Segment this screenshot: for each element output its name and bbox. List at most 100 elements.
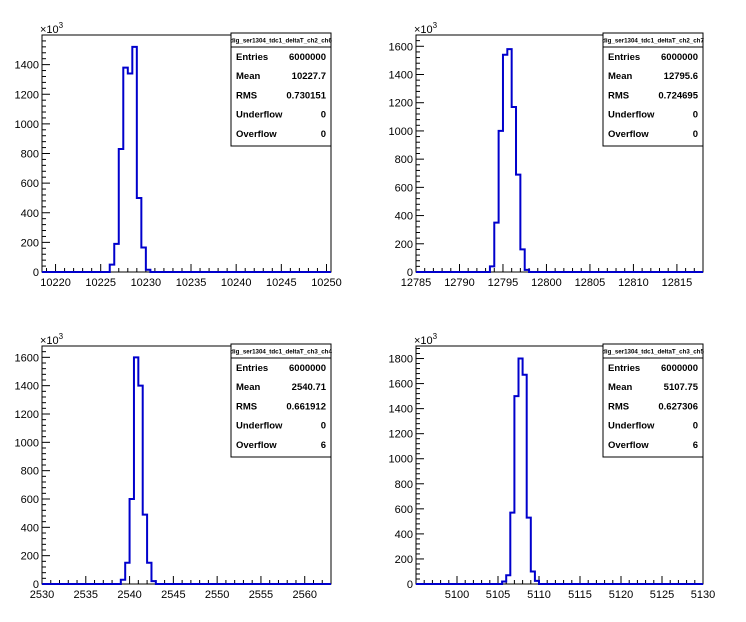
stats-value: 2540.71	[292, 382, 327, 393]
stats-box	[602, 343, 704, 458]
stats-value: 0.730151	[286, 90, 326, 101]
x-tick-label: 2555	[249, 589, 273, 601]
x-tick-label: 10245	[266, 277, 297, 289]
y-exponent-label: ×103	[414, 332, 438, 347]
x-tick-label: 12805	[575, 277, 606, 289]
histogram-panel-1: 10220 10225 10230 10235 10240 10245 10250 0 200 4…	[15, 21, 342, 289]
x-tick-label: 12810	[618, 277, 649, 289]
y-tick-label: 1400	[389, 404, 413, 416]
x-tick-label: 5110	[527, 589, 551, 601]
x-tick-label: 2560	[292, 589, 316, 601]
stats-label: Mean	[608, 71, 632, 82]
stats-value: 0	[693, 129, 698, 140]
stats-value: 5107.75	[664, 382, 699, 393]
stats-label: Mean	[236, 71, 260, 82]
stats-value: 0.627306	[658, 401, 698, 412]
stats-value: 0	[321, 129, 326, 140]
histogram-panel-2: 12785 12790 12795 12800 12805 12810 12815 0 200 4…	[389, 21, 705, 289]
y-tick-label: 0	[33, 267, 39, 279]
y-tick-label: 1000	[15, 119, 39, 131]
histogram-line	[42, 356, 331, 585]
histogram-line	[416, 48, 703, 273]
stats-label: Mean	[608, 382, 632, 393]
x-tick-label: 5115	[568, 589, 592, 601]
x-tick-label: 5100	[445, 589, 469, 601]
stats-label: Entries	[236, 363, 268, 374]
y-exponent-label: ×103	[40, 332, 64, 347]
y-tick-label: 200	[21, 551, 39, 563]
stats-value: 10227.7	[292, 71, 326, 82]
x-tick-label: 2535	[74, 589, 98, 601]
histogram-title: dig_ser1304_tdc1_deltaT_ch3_ch4	[230, 349, 332, 356]
stats-value: 0	[693, 421, 698, 432]
stats-value: 12795.6	[664, 71, 698, 82]
y-tick-label: 200	[21, 237, 39, 249]
y-tick-label: 800	[395, 479, 413, 491]
stats-label: RMS	[236, 401, 257, 412]
y-tick-label: 1600	[15, 352, 39, 364]
y-tick-label: 600	[21, 178, 39, 190]
histogram-line	[42, 45, 331, 273]
x-tick-label: 12800	[531, 277, 562, 289]
y-exponent-power: 3	[59, 332, 64, 341]
x-tick-label: 10220	[40, 277, 71, 289]
histogram-panel-3: 2530 2535 2540 2545 2550 2555 2560 0 200 400 600 80…	[15, 332, 333, 601]
y-exponent-power: 3	[433, 21, 438, 30]
x-tick-label: 5130	[691, 589, 715, 601]
x-tick-label: 10240	[221, 277, 252, 289]
x-tick-label: 2540	[117, 589, 141, 601]
x-tick-label: 12790	[444, 277, 475, 289]
y-tick-label: 1200	[389, 98, 413, 110]
y-exponent-label: ×103	[414, 21, 438, 36]
y-tick-label: 800	[21, 466, 39, 478]
y-exponent-label: ×103	[40, 21, 64, 36]
histogram-line	[416, 357, 703, 585]
stats-value: 6	[693, 440, 698, 451]
stats-label: Entries	[608, 52, 640, 63]
stats-label: Underflow	[608, 421, 655, 432]
y-tick-label: 800	[21, 149, 39, 161]
stats-label: Entries	[608, 363, 640, 374]
y-tick-label: 0	[407, 579, 413, 591]
stats-label: RMS	[236, 90, 257, 101]
stats-label: Entries	[236, 52, 268, 63]
y-tick-label: 400	[21, 522, 39, 534]
y-tick-label: 0	[407, 267, 413, 279]
histogram-title: dig_ser1304_tdc1_deltaT_ch2_ch6	[230, 38, 332, 45]
stats-value: 0	[693, 110, 698, 121]
x-tick-label: 10250	[311, 277, 342, 289]
stats-value: 0	[321, 421, 326, 432]
histogram-panel-4: 5100 5105 5110 5115 5120 5125 5130 0 200 400 600 80…	[389, 332, 716, 601]
stats-value: 6000000	[289, 52, 326, 63]
y-tick-label: 1000	[389, 454, 413, 466]
y-tick-label: 400	[395, 529, 413, 541]
y-exponent-power: 3	[59, 21, 64, 30]
y-tick-label: 1800	[389, 354, 413, 366]
x-tick-label: 2530	[30, 589, 54, 601]
stats-label: RMS	[608, 90, 629, 101]
stats-label: Underflow	[236, 421, 283, 432]
y-tick-label: 600	[395, 504, 413, 516]
y-tick-label: 1200	[15, 89, 39, 101]
y-tick-label: 1600	[389, 41, 413, 53]
stats-label: Overflow	[236, 440, 277, 451]
stats-label: Underflow	[236, 110, 283, 121]
x-tick-label: 12795	[488, 277, 519, 289]
x-tick-label: 2550	[205, 589, 229, 601]
stats-label: Overflow	[608, 440, 649, 451]
y-tick-label: 200	[395, 554, 413, 566]
y-tick-label: 200	[395, 239, 413, 251]
y-tick-label: 1400	[15, 381, 39, 393]
stats-label: Overflow	[608, 129, 649, 140]
stats-label: RMS	[608, 401, 629, 412]
stats-value: 6000000	[661, 363, 698, 374]
stats-box	[230, 343, 332, 458]
y-tick-label: 1000	[15, 437, 39, 449]
stats-value: 0	[321, 110, 326, 121]
stats-label: Overflow	[236, 129, 277, 140]
x-tick-label: 10235	[176, 277, 207, 289]
y-tick-label: 1000	[389, 126, 413, 138]
x-tick-label: 12815	[662, 277, 693, 289]
x-tick-label: 2545	[161, 589, 185, 601]
